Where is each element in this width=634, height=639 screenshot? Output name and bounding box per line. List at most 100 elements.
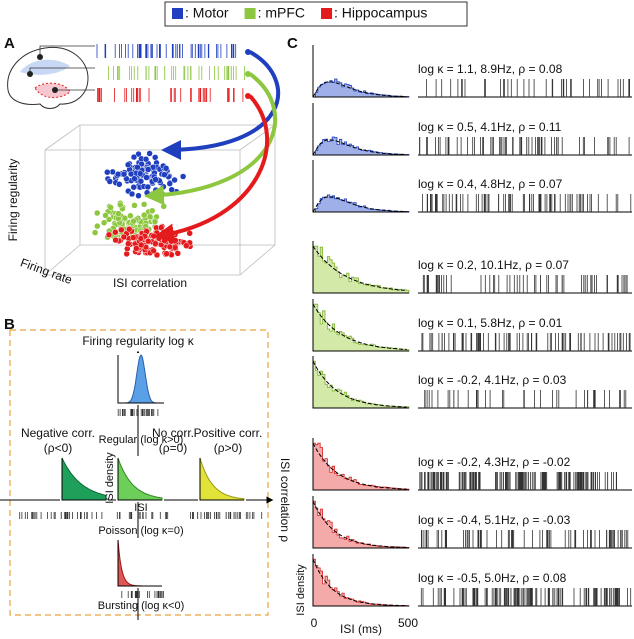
- scatter-point: [125, 225, 133, 233]
- scatter-point: [105, 231, 113, 239]
- scatter-point: [93, 209, 101, 217]
- tick-label: 0: [311, 616, 318, 630]
- caption: Positive corr.: [194, 426, 263, 440]
- legend-box: [164, 1, 468, 27]
- scatter-point: [135, 150, 142, 158]
- scatter-point: [106, 178, 114, 185]
- spike-train: [426, 79, 630, 97]
- scatter-point: [134, 163, 141, 171]
- scatter-point: [143, 174, 150, 181]
- row-label: log κ = 0.2, 10.1Hz, ρ = 0.07: [418, 258, 569, 272]
- axis-label: Firing regularity: [6, 159, 20, 242]
- scatter-point: [144, 183, 152, 191]
- scatter-point: [150, 247, 157, 255]
- fit-curve: [312, 442, 407, 490]
- axis-label: ISI density: [295, 564, 307, 616]
- legend-swatch: [244, 8, 256, 19]
- row-label: log κ = -0.2, 4.3Hz, ρ = -0.02: [418, 455, 571, 469]
- histogram: [313, 194, 410, 213]
- spike-train: [419, 137, 630, 155]
- fit-curve: [312, 303, 407, 350]
- panel-a: [7, 44, 281, 276]
- caption: No corr.: [152, 426, 194, 440]
- scatter-point: [118, 226, 125, 234]
- scatter-point: [140, 211, 148, 219]
- axes: [312, 496, 409, 549]
- caption: (ρ>0): [214, 441, 243, 455]
- spike-train: [121, 591, 164, 598]
- scatter-point: [142, 155, 150, 163]
- scatter-point: [136, 170, 144, 177]
- axes: [312, 103, 409, 156]
- scatter-point: [100, 219, 108, 226]
- axes: [312, 160, 409, 213]
- scatter-point: [179, 173, 187, 180]
- caption: Negative corr.: [21, 426, 95, 440]
- scatter-point: [120, 233, 128, 241]
- panel-c: log κ = 1.1, 8.9Hz, ρ = 0.08 log κ = 0.5,…: [312, 45, 632, 607]
- axis-label: ISI density: [104, 452, 116, 504]
- panel-label: A: [4, 35, 15, 52]
- spike-train: [96, 44, 237, 58]
- scatter-point: [137, 177, 145, 185]
- histogram: [312, 442, 410, 491]
- scatter-point: [137, 235, 145, 242]
- scatter-point: [107, 204, 114, 211]
- box: [44, 124, 276, 276]
- spike-train: [421, 333, 631, 351]
- scatter-point: [151, 218, 159, 225]
- row-label: log κ = 0.1, 5.8Hz, ρ = 0.01: [418, 316, 563, 330]
- row-label: log κ = -0.4, 5.1Hz, ρ = -0.03: [418, 513, 571, 527]
- axes: [312, 45, 409, 98]
- legend-label: : Hippocampus: [334, 5, 427, 21]
- scatter-point: [166, 243, 174, 251]
- fit-curve: [312, 196, 407, 213]
- scatter-point: [114, 170, 122, 178]
- histogram: [312, 245, 410, 294]
- fit-curve: [312, 81, 407, 98]
- legend-label: : mPFC: [258, 5, 305, 21]
- fit-curve: [312, 360, 407, 408]
- scatter-point: [124, 161, 132, 169]
- histogram: [312, 303, 410, 352]
- scatter-point: [152, 240, 159, 247]
- scatter-point: [171, 176, 178, 184]
- caption: (ρ<0): [44, 441, 73, 455]
- panel-label: B: [4, 316, 15, 333]
- axes: [312, 554, 409, 607]
- spike-train: [424, 390, 627, 408]
- axis-label: Firing regularity log κ: [82, 334, 194, 348]
- scatter-point: [127, 212, 134, 220]
- scatter-point: [133, 245, 140, 252]
- histogram: [312, 360, 410, 409]
- axis-label: ISI: [134, 502, 147, 514]
- scatter-point: [115, 210, 122, 217]
- distribution: [117, 457, 163, 501]
- scatter-point: [112, 236, 119, 244]
- tick-label: 500: [398, 616, 418, 630]
- scatter-point: [186, 230, 193, 237]
- axis-label: Firing rate: [19, 255, 75, 287]
- spike-train: [422, 194, 632, 212]
- spike-train: [420, 588, 632, 606]
- panel-b: [0, 329, 274, 620]
- scatter-point: [163, 250, 170, 257]
- dot: [27, 71, 33, 77]
- axes: [61, 458, 106, 501]
- scatter-point: [102, 212, 109, 219]
- spike-train: [116, 512, 169, 519]
- scatter-point: [131, 202, 138, 209]
- axis-label: ISI (ms): [340, 622, 382, 636]
- scatter-point: [127, 170, 135, 178]
- dot: [37, 54, 43, 60]
- scatter-point: [116, 181, 123, 188]
- spike-train: [419, 472, 617, 490]
- scatter-point: [174, 250, 182, 257]
- row-label: log κ = 0.5, 4.1Hz, ρ = 0.11: [418, 120, 562, 134]
- scatter-point: [161, 171, 168, 178]
- scatter-point: [91, 229, 99, 236]
- spike-train: [108, 66, 245, 80]
- axes: [117, 355, 164, 404]
- scatter-point: [131, 175, 138, 182]
